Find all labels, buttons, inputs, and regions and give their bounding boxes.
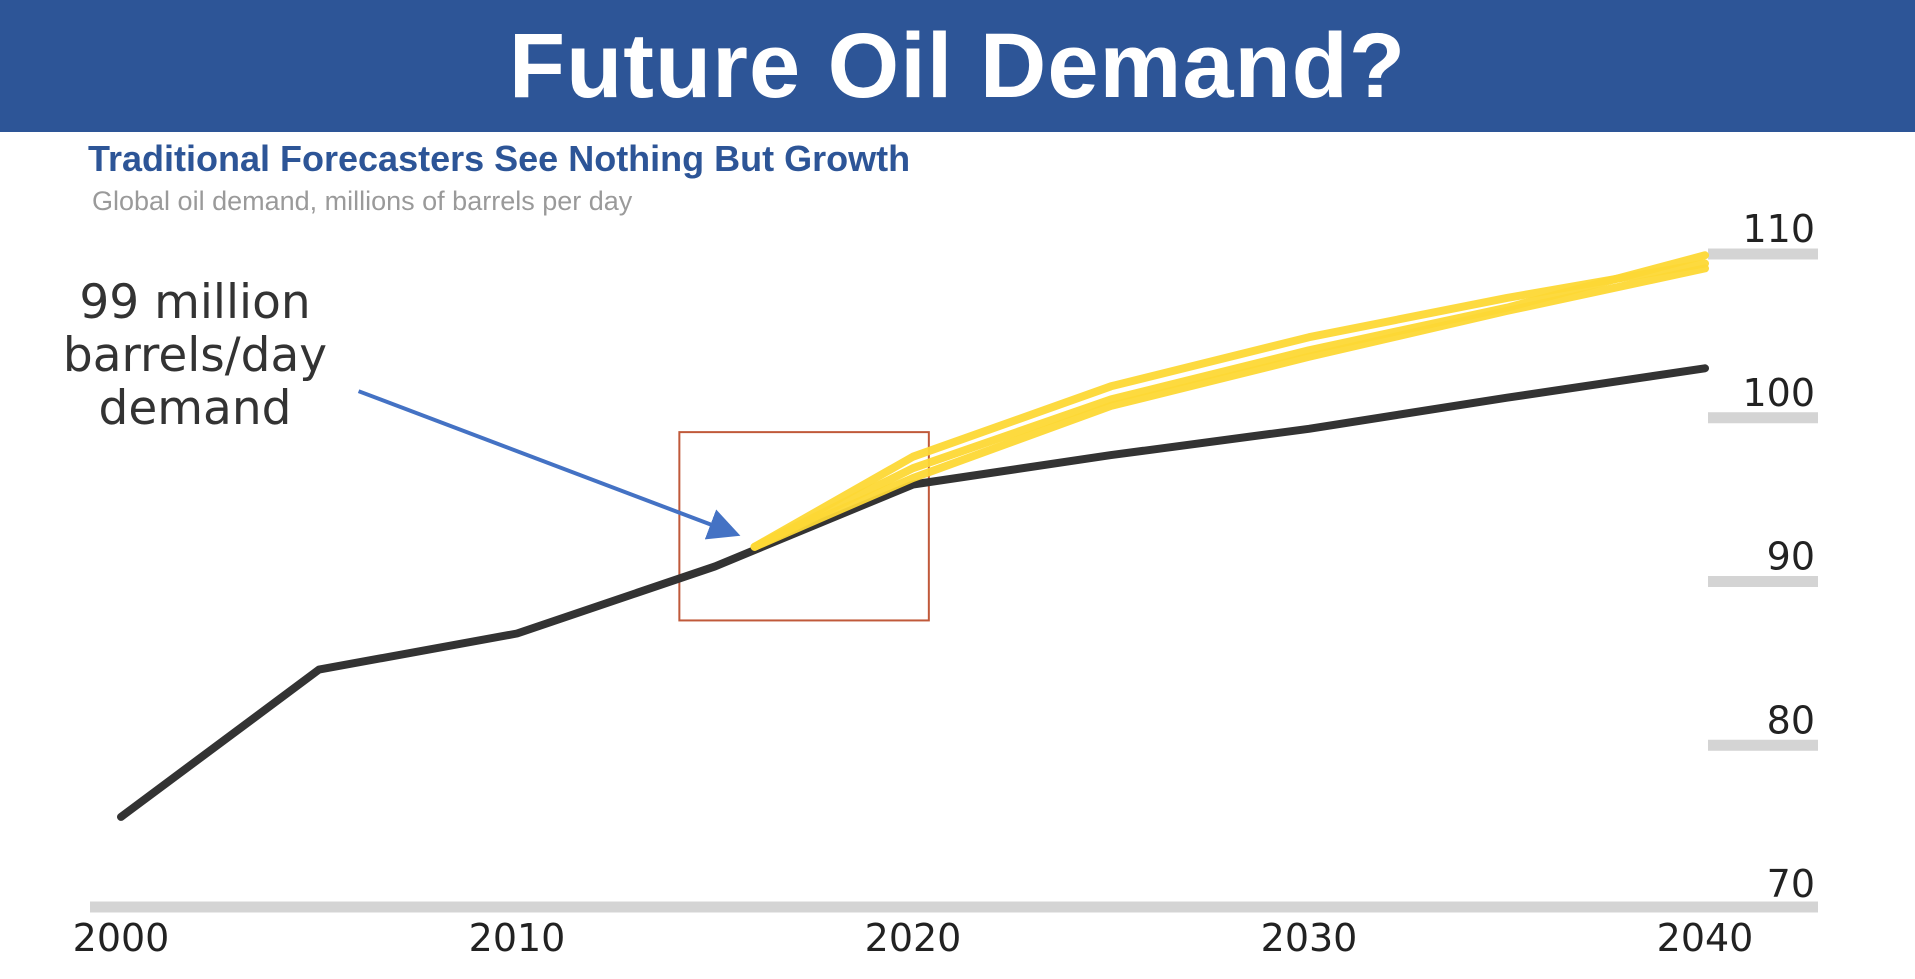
demand-callout: 99 million barrels/day demand [40,276,350,435]
title-banner: Future Oil Demand? [0,0,1915,132]
history-series-layer [117,364,1709,821]
y-tick-label: 110 [1742,207,1815,251]
callout-line: 99 million [79,275,311,330]
highlight-box [678,431,930,622]
x-tick-label: 2040 [1657,916,1754,960]
y-tick-label: 90 [1767,535,1815,579]
x-tick-label: 2010 [469,916,566,960]
y-axis: 70 80 90 100 110 [1708,207,1818,906]
slide-title: Future Oil Demand? [508,15,1407,117]
y-tick-label: 100 [1742,371,1815,415]
callout-line: barrels/day [62,328,328,383]
y-tick-label: 70 [1767,862,1815,906]
y-tick-label: 80 [1767,698,1815,742]
forecast-line [750,251,1709,551]
history-line [117,364,1709,821]
x-axis: 2000 2010 2020 2030 2040 [73,901,1818,960]
forecast-series-layer [750,251,1709,551]
chart-title: Traditional Forecasters See Nothing But … [88,138,911,179]
x-tick-label: 2000 [73,916,170,960]
callout-line: demand [98,381,292,436]
forecast-line [750,264,1709,551]
callout-arrow-layer [357,389,741,540]
callout-arrow [357,389,741,540]
chart-subtitle: Global oil demand, millions of barrels p… [92,186,633,216]
forecast-line [750,259,1709,551]
x-tick-label: 2020 [865,916,962,960]
x-tick-label: 2030 [1261,916,1358,960]
highlight-box-layer [678,431,930,622]
